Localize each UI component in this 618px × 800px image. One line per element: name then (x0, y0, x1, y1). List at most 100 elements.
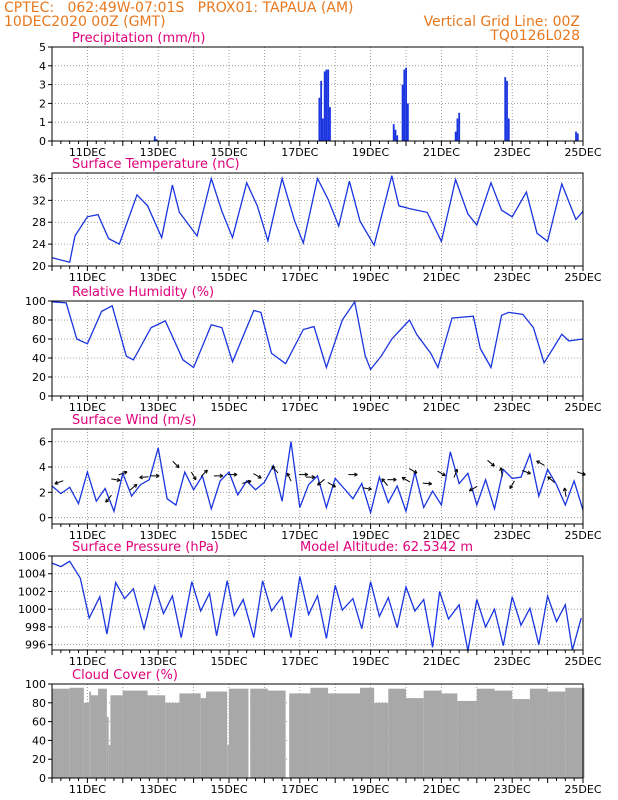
x-tick-label: 25DEC (564, 401, 601, 414)
x-tick-label: 15DEC (210, 783, 247, 796)
cloud-bar (359, 687, 375, 778)
x-tick-label: 15DEC (210, 529, 247, 542)
wind-arrow (348, 472, 358, 477)
precip-bar (327, 69, 330, 141)
precip-bar (155, 139, 158, 141)
panel-title: Surface Pressure (hPa) (72, 540, 219, 555)
panel-4: 0 2 4 6 11DEC 13DEC 15DEC 17DEC 19DEC 21DEC 23DEC 2… (39, 413, 602, 542)
precip-bar (507, 118, 510, 141)
x-tick-label: 19DEC (352, 146, 389, 159)
cloud-bar (83, 702, 90, 778)
y-tick-label: 4 (39, 461, 46, 474)
x-tick-label: 25DEC (564, 783, 601, 796)
panel-title: Cloud Cover (%) (72, 668, 178, 683)
y-tick-label: 80 (32, 697, 46, 710)
precip-bar (322, 118, 324, 141)
x-tick-label: 21DEC (423, 655, 460, 668)
x-tick-label: 13DEC (140, 271, 177, 284)
x-tick-label: 19DEC (352, 401, 389, 414)
precip-bar (458, 112, 461, 141)
cloud-bar (328, 693, 360, 778)
y-tick-label: 0 (39, 390, 46, 403)
wind-arrow (453, 468, 459, 478)
y-tick-label: 0 (39, 135, 46, 148)
x-tick-label: 19DEC (352, 529, 389, 542)
y-tick-label: 5 (39, 41, 46, 54)
precip-bar (153, 136, 156, 141)
x-tick-label: 21DEC (423, 401, 460, 414)
cloud-bar (267, 690, 286, 778)
wind-arrow (172, 460, 180, 469)
x-tick-label: 13DEC (140, 783, 177, 796)
precip-bar (576, 133, 579, 141)
x-tick-label: 21DEC (423, 783, 460, 796)
wind-arrow (111, 477, 121, 483)
precip-bar (504, 77, 507, 141)
x-tick-label: 15DEC (210, 271, 247, 284)
cloud-bar (106, 716, 109, 778)
cloud-bar (388, 688, 406, 778)
precip-bar (575, 131, 577, 141)
x-tick-label: 17DEC (281, 271, 318, 284)
cloud-bar (494, 690, 513, 778)
y-tick-label: 3 (39, 79, 46, 92)
y-tick-label: 1 (39, 116, 46, 129)
model-altitude-label: Model Altitude: 62.5342 m (300, 540, 473, 555)
cloud-bar (52, 688, 70, 778)
wind-arrow (129, 483, 138, 491)
wind-arrow (387, 477, 397, 482)
x-tick-label: 21DEC (423, 146, 460, 159)
precip-bar (396, 135, 399, 141)
cloud-bar (108, 745, 111, 778)
wind-arrow (200, 469, 208, 477)
y-tick-label: 2 (39, 97, 46, 110)
y-tick-label: 40 (32, 734, 46, 747)
wind-arrow (499, 467, 504, 477)
wind-arrow (213, 473, 224, 478)
wind-arrow (562, 487, 568, 497)
x-tick-label: 15DEC (210, 401, 247, 414)
cloud-bar (179, 693, 201, 778)
cloud-bar (457, 700, 477, 778)
y-tick-label: 60 (32, 333, 46, 346)
y-tick-label: 20 (32, 260, 46, 273)
x-tick-label: 11DEC (69, 401, 106, 414)
wind-arrow (228, 472, 238, 477)
series-line (51, 300, 584, 371)
header-grid-note: Vertical Grid Line: 00Z (423, 14, 580, 30)
y-tick-label: 80 (32, 314, 46, 327)
precip-bar (323, 71, 326, 141)
x-tick-label: 23DEC (494, 529, 531, 542)
cloud-bar (529, 688, 548, 778)
x-tick-label: 17DEC (281, 146, 318, 159)
panel-6: 0 20 40 60 80 100 11DEC 13DEC 15DEC 17DEC 19DEC 21D… (25, 668, 602, 796)
precip-bar (406, 103, 409, 141)
y-tick-label: 20 (32, 753, 46, 766)
panel-2: 20 24 28 32 36 11DEC 13DEC 15DEC 17DEC 19DEC 21DEC… (32, 157, 602, 284)
x-tick-label: 21DEC (423, 271, 460, 284)
wind-arrow (437, 470, 446, 477)
wind-arrow (468, 485, 478, 492)
wind-arrow (422, 481, 432, 486)
x-tick-label: 15DEC (210, 146, 247, 159)
wind-arrow (401, 476, 411, 483)
x-tick-label: 23DEC (494, 401, 531, 414)
cloud-bar (122, 690, 148, 778)
wind-arrow (190, 471, 197, 481)
cloud-bar (441, 693, 458, 778)
wind-arrow (317, 478, 325, 486)
y-tick-label: 0 (39, 772, 46, 785)
precip-bar (506, 80, 508, 141)
header-code: TQ0126L028 (490, 28, 580, 44)
wind-arrow (547, 476, 555, 483)
cloud-bar (69, 687, 84, 778)
cloud-bar (374, 702, 389, 778)
cloud-bar (229, 688, 249, 778)
x-tick-label: 11DEC (69, 783, 106, 796)
wind-arrow (327, 482, 336, 488)
wind-arrow (286, 472, 292, 482)
cloud-bar (423, 690, 442, 778)
precip-bar (329, 107, 331, 141)
cloud-bar (289, 693, 311, 778)
